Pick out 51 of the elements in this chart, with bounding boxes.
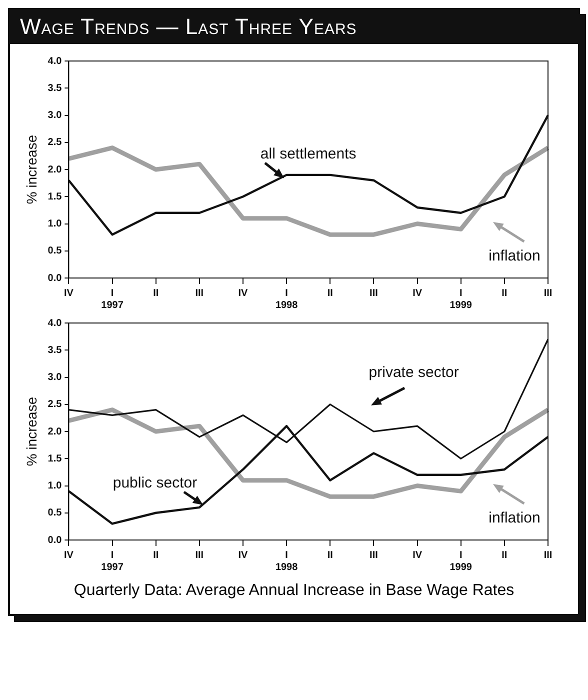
x-tick-label: III — [195, 550, 204, 561]
y-tick-label: 1.5 — [48, 453, 62, 464]
x-tick-label: II — [327, 550, 334, 561]
x-tick-label: IV — [238, 550, 248, 561]
legend-label: inflation — [488, 247, 540, 264]
y-tick-label: 1.0 — [48, 218, 62, 230]
y-tick-label: 3.5 — [48, 344, 62, 356]
x-tick-label: III — [544, 550, 552, 561]
y-tick-label: 2.0 — [48, 164, 62, 176]
y-tick-label: 4.0 — [48, 56, 62, 67]
x-tick-label: I 1997 — [101, 550, 124, 573]
x-tick-label: II — [327, 288, 334, 299]
y-axis-title: % increase — [23, 396, 40, 466]
y-tick-label: 3.0 — [48, 372, 62, 383]
y-tick-label: 0.5 — [48, 508, 62, 519]
chart-title: Wage Trends — Last Three Years — [10, 10, 578, 44]
x-tick-label: I 1999 — [450, 550, 472, 573]
x-tick-label: IV — [64, 288, 74, 299]
x-tick-label: IV — [64, 550, 74, 561]
y-tick-label: 2.0 — [48, 426, 62, 438]
y-tick-label: 1.5 — [48, 191, 62, 202]
x-tick-label: III — [370, 288, 378, 299]
x-tick-label: III — [544, 288, 552, 299]
x-tick-label: IV — [412, 288, 422, 299]
y-tick-label: 2.5 — [48, 137, 62, 148]
x-tick-label: I 1997 — [101, 288, 124, 311]
x-tick-label: I 1998 — [275, 550, 298, 573]
y-axis-title: % increase — [23, 134, 40, 204]
y-tick-label: 4.0 — [48, 318, 62, 329]
x-tick-label: I 1999 — [450, 288, 472, 311]
x-tick-label: II — [502, 288, 508, 299]
x-tick-label: II — [502, 550, 508, 561]
series-label: all settlements — [260, 145, 356, 162]
y-tick-label: 0.5 — [48, 246, 62, 257]
x-tick-label: II — [153, 550, 159, 561]
x-tick-label: IV — [238, 288, 248, 299]
text: Quarterly Data: Average Annual Increase in Base Wage Rates — [72, 581, 516, 601]
x-tick-label: IV — [412, 550, 422, 561]
series-label: public sector — [112, 474, 198, 492]
y-tick-label: 1.0 — [48, 480, 62, 492]
x-tick-label: III — [195, 288, 204, 299]
y-tick-label: 0.0 — [48, 534, 62, 546]
y-tick-label: 0.0 — [48, 272, 62, 284]
y-tick-label: 3.0 — [48, 110, 62, 121]
y-tick-label: 2.5 — [48, 399, 62, 410]
legend-label: inflation — [488, 509, 540, 526]
x-tick-label: III — [370, 550, 378, 561]
x-tick-label: II — [153, 288, 159, 299]
x-tick-label: I 1998 — [275, 288, 298, 311]
y-tick-label: 3.5 — [48, 82, 62, 94]
text: private sector — [368, 364, 459, 382]
